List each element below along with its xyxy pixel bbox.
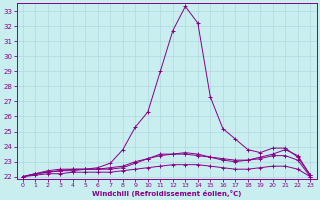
X-axis label: Windchill (Refroidissement éolien,°C): Windchill (Refroidissement éolien,°C) — [92, 190, 241, 197]
